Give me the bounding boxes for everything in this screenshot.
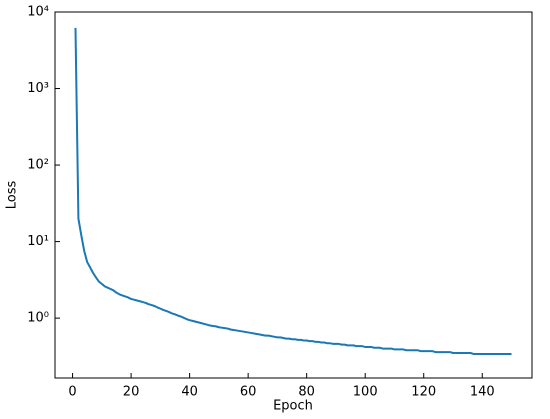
plot-frame [54,11,533,379]
x-tick-label: 100 [353,385,378,400]
x-tick-label: 20 [123,385,140,400]
data-line [74,27,512,355]
x-tick-label: 0 [68,385,76,400]
y-tick-label: 10⁰ [27,311,49,326]
x-axis-label: Epoch [273,399,313,414]
y-axis-label: Loss [5,181,20,210]
x-tick-label: 80 [298,385,315,400]
y-tick-label: 10² [27,158,49,173]
y-tick-label: 10¹ [27,234,49,249]
x-tick-label: 120 [411,385,436,400]
x-tick-label: 60 [240,385,257,400]
y-tick-label: 10⁴ [27,5,49,20]
x-tick-label: 140 [470,385,495,400]
y-tick-label: 10³ [27,81,49,96]
x-tick-label: 40 [181,385,198,400]
